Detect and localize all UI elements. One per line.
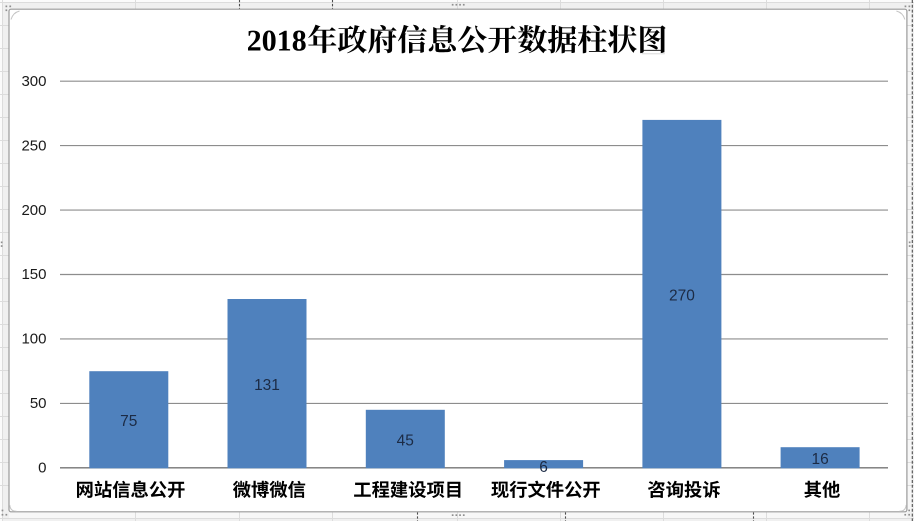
svg-text:75: 75 — [120, 413, 137, 430]
svg-text:45: 45 — [397, 432, 414, 449]
svg-text:16: 16 — [811, 451, 828, 468]
svg-text:100: 100 — [21, 331, 46, 348]
svg-text:131: 131 — [254, 377, 280, 394]
svg-text:250: 250 — [21, 137, 46, 154]
svg-text:0: 0 — [38, 460, 46, 477]
svg-text:300: 300 — [21, 73, 46, 90]
svg-text:6: 6 — [539, 459, 548, 476]
svg-text:150: 150 — [21, 266, 46, 283]
svg-text:200: 200 — [21, 202, 46, 219]
svg-text:50: 50 — [30, 395, 47, 412]
svg-text:270: 270 — [669, 287, 695, 304]
